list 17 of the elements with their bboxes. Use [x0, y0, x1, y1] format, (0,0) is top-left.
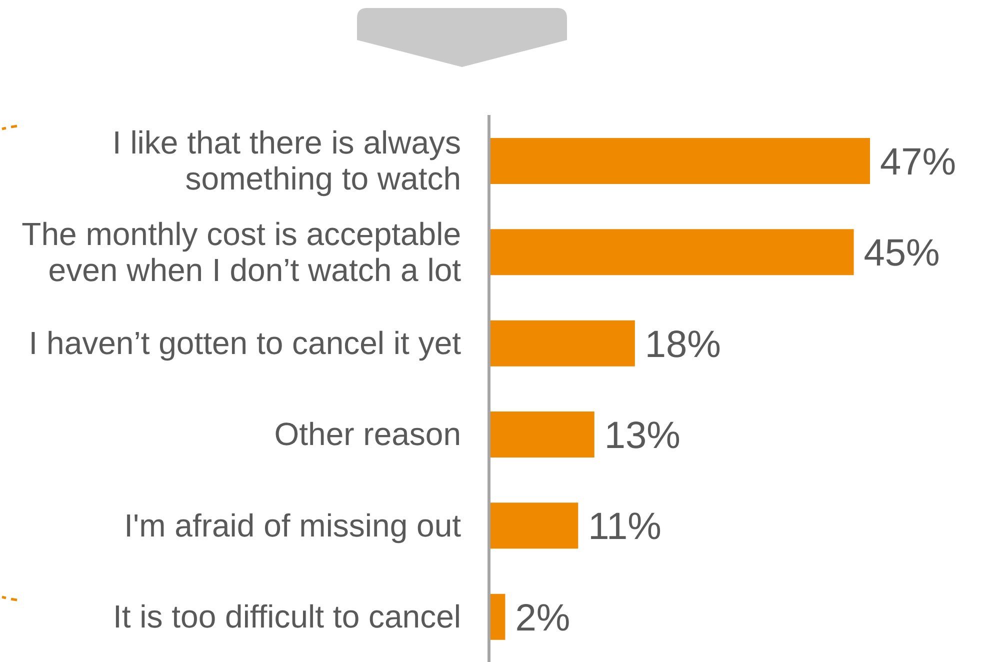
bar [489, 502, 578, 549]
y-tick-label: I'm afraid of missing out [124, 507, 462, 544]
y-tick-label: It is too difficult to cancel [112, 598, 461, 634]
data-label: 47% [880, 141, 956, 184]
data-label: 11% [588, 506, 662, 548]
y-tick-label: The monthly cost is acceptable even when I don’t watch a lot [22, 216, 462, 288]
data-label: 45% [864, 232, 940, 275]
y-tick-label: I haven’t gotten to cancel it yet [28, 324, 462, 361]
bar [489, 138, 870, 184]
bar [489, 229, 854, 276]
y-tick-label: I like that there is always something to watch [112, 124, 461, 197]
data-label: 18% [644, 324, 721, 366]
data-label: 13% [604, 414, 680, 457]
bar [489, 320, 635, 366]
bar [489, 412, 594, 458]
data-label: 2% [515, 597, 570, 640]
y-tick-label: Other reason [274, 416, 461, 452]
